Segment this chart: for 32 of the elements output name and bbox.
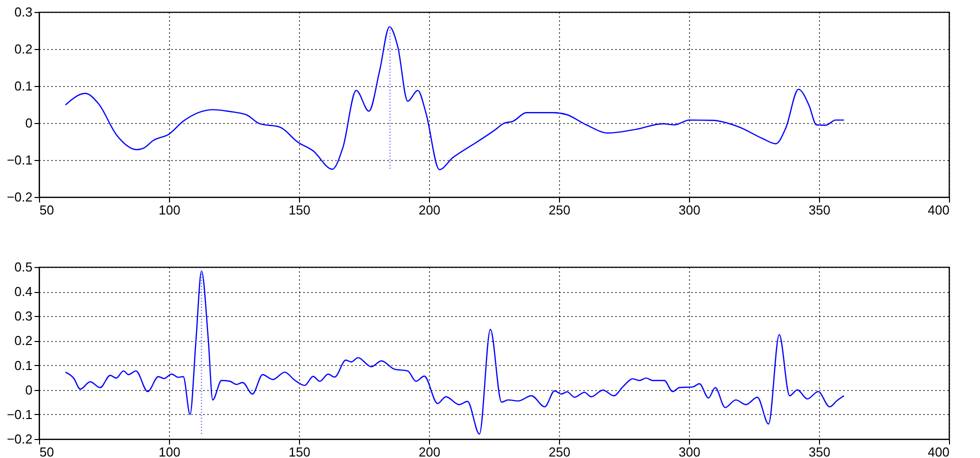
- x-tick-label: 250: [548, 202, 570, 218]
- y-tick-label: −0.2: [6, 432, 32, 446]
- y-tick-label: 0: [25, 116, 32, 130]
- y-tick-label: 0.1: [14, 78, 32, 94]
- y-tick-label: 0: [25, 382, 32, 398]
- y-tick-label: 0.4: [14, 284, 32, 300]
- line-series: [64, 26, 845, 170]
- y-tick-label: −0.1: [6, 406, 32, 422]
- x-tick-label: 100: [158, 202, 180, 218]
- y-tick-label: 0.5: [14, 260, 32, 274]
- x-tick-label: 50: [40, 202, 54, 218]
- y-tick-label: 0.2: [14, 333, 32, 348]
- x-tick-label: 200: [418, 444, 440, 458]
- x-tick-label: 350: [808, 202, 830, 218]
- x-tick-label: 300: [678, 444, 700, 458]
- x-tick-label: 150: [288, 444, 310, 458]
- y-tick-label: 0.3: [14, 308, 32, 324]
- x-tick-label: 250: [548, 444, 570, 458]
- x-tick-label: 400: [928, 202, 950, 218]
- line-series: [64, 270, 845, 435]
- x-tick-label: 400: [928, 444, 950, 458]
- y-tick-label: 0.2: [14, 42, 32, 56]
- x-tick-label: 100: [158, 444, 180, 458]
- x-tick-label: 50: [40, 444, 54, 458]
- x-tick-label: 350: [808, 444, 830, 458]
- x-tick-label: 200: [418, 202, 440, 218]
- x-tick-label: 300: [678, 202, 700, 218]
- y-tick-label: −0.2: [6, 190, 32, 204]
- y-tick-label: −0.1: [6, 152, 32, 168]
- x-tick-label: 150: [288, 202, 310, 218]
- y-tick-label: 0.1: [14, 358, 32, 373]
- y-tick-label: 0.3: [14, 4, 32, 20]
